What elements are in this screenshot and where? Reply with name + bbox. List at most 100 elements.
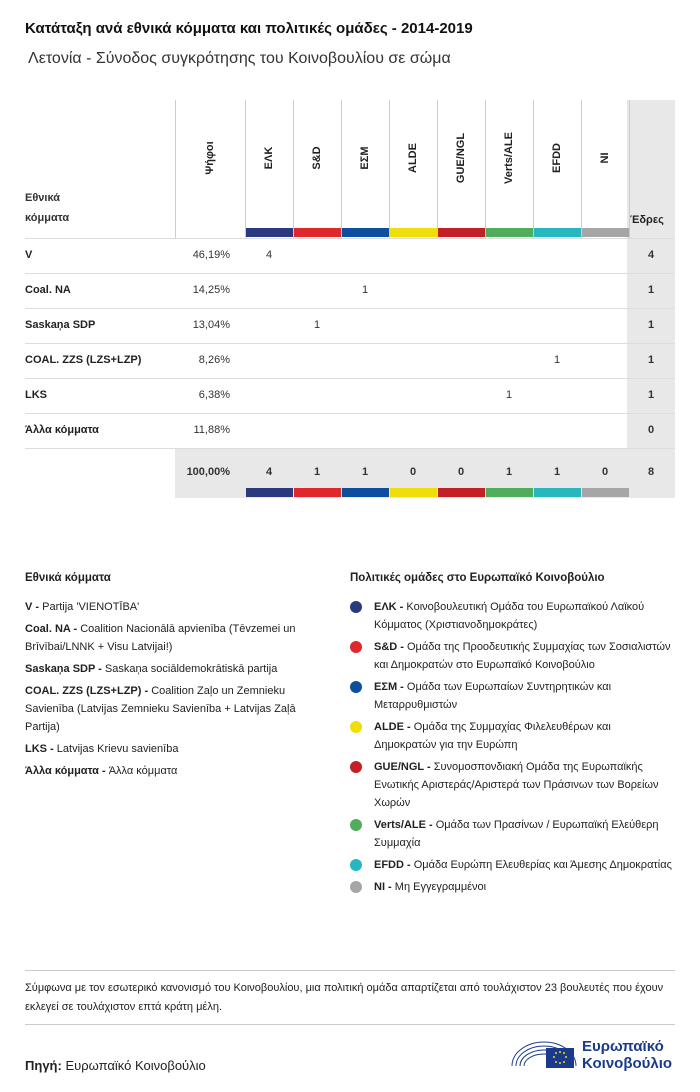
source-label: Πηγή: [25,1058,62,1073]
party-name: Coal. NA [25,283,71,296]
group-seat-cell: 1 [505,388,513,401]
row-divider [25,378,675,379]
national-parties-header: Εθνικά κόμματα [25,188,69,228]
group-legend-text: Ομάδα της Συμμαχίας Φιλελευθέρων και Δημ… [374,721,611,751]
votes-value: 13,04% [192,318,230,331]
national-legend-item: Saskaņa SDP - Saskaņa sociāldemokrātiskā… [25,660,330,678]
header-column-divider [341,100,342,238]
group-color-bar [294,228,341,237]
group-color-bar [390,228,437,237]
header-column-divider [389,100,390,238]
group-color-dot-icon [350,859,362,871]
group-legend-item: Verts/ALE - Ομάδα των Πρασίνων / Ευρωπαϊ… [350,816,675,852]
group-seat-cell: 1 [361,466,369,478]
group-legend-item: GUE/NGL - Συνομοσπονδιακή Ομάδα της Ευρω… [350,758,675,812]
group-seat-cell: 1 [313,318,321,331]
seats-value: 1 [647,353,655,366]
group-seat-cell: 4 [265,466,273,478]
group-seat-cell: 0 [457,466,465,478]
national-legend-item: V - Partija 'VIENOTĪBA' [25,598,330,616]
page-title: Κατάταξη ανά εθνικά κόμματα και πολιτικέ… [25,20,473,37]
results-table: Εθνικά κόμματα Ψήφοι ΕΛΚ S&D ΕΣΜ ALDE GUE/NGL… [25,100,675,500]
votes-value: 46,19% [192,248,230,261]
national-legend-item: Άλλα κόμματα - Άλλα κόμματα [25,762,330,780]
group-legend-abbr: ALDE - [374,721,414,733]
group-color-bar-bottom [390,488,437,497]
national-legend-item: LKS - Latvijas Krievu savienība [25,740,330,758]
group-header-6: Verts/ALE [503,132,515,184]
group-legend-item: ΕΣΜ - Ομάδα των Ευρωπαίων Συντηρητικών κ… [350,678,675,714]
footnote-divider-top [25,970,675,971]
seats-value: 1 [647,318,655,331]
row-divider [25,273,675,274]
group-legend-text: Κοινοβουλευτική Ομάδα του Ευρωπαϊκού Λαϊ… [374,601,645,631]
national-legend-text: Latvijas Krievu savienība [56,743,179,755]
group-seat-cell: 0 [601,466,609,478]
party-name: Saskaņa SDP [25,318,96,331]
votes-value: 100,00% [186,466,230,478]
group-color-bar-bottom [486,488,533,497]
header-column-divider [581,100,582,238]
group-color-dot-icon [350,819,362,831]
national-parties-header-line2: κόμματα [25,212,70,224]
party-name: Άλλα κόμματα [25,423,99,436]
header-column-divider [293,100,294,238]
national-legend-item: Coal. NA - Coalition Nacionālā apvienība… [25,620,330,656]
group-legend-item: NI - Μη Εγγεγραμμένοι [350,878,675,896]
national-parties-header-line1: Εθνικά [25,192,60,204]
group-color-bar [246,228,293,237]
group-seat-cell: 1 [505,466,513,478]
national-legend-text: Saskaņa sociāldemokrātiskā partija [104,663,278,675]
group-color-bar-bottom [246,488,293,497]
seats-header: Έδρες [630,214,664,226]
ep-logo-line2: Κοινοβούλιο [582,1055,673,1072]
footnote-divider-bottom [25,1024,675,1025]
ep-logo-text: Ευρωπαϊκό Κοινοβούλιο [582,1038,672,1072]
group-header-8: NI [599,152,611,164]
national-legend-heading: Εθνικά κόμματα [25,572,111,584]
row-divider [25,448,675,449]
header-column-divider [437,100,438,238]
header-column-divider [245,100,246,238]
group-seat-cell: 1 [553,353,561,366]
group-color-bar-bottom [342,488,389,497]
group-legend-text: Ομάδα των Πρασίνων / Ευρωπαϊκή Ελεύθερη … [374,819,659,849]
group-color-bar [486,228,533,237]
national-legend: V - Partija 'VIENOTĪBA' Coal. NA - Coalit… [25,598,330,784]
group-legend-abbr: Verts/ALE - [374,819,436,831]
group-legend-abbr: ΕΛΚ - [374,601,407,613]
group-legend-text: Συνομοσπονδιακή Ομάδα της Ευρωπαϊκής Ενω… [374,761,659,809]
group-color-bar [582,228,629,237]
national-legend-text: Άλλα κόμματα [108,765,178,777]
group-seat-cell: 1 [553,466,561,478]
national-legend-abbr: Coal. NA - [25,623,81,635]
source: Πηγή: Ευρωπαϊκό Κοινοβούλιο [25,1058,206,1073]
group-color-bar-bottom [294,488,341,497]
row-divider [25,413,675,414]
header-column-divider [533,100,534,238]
group-color-bar-bottom [438,488,485,497]
group-seat-cell: 1 [313,466,321,478]
ep-logo-line1: Ευρωπαϊκό [582,1038,664,1055]
party-name: V [25,248,33,261]
group-legend-text: Ομάδα των Ευρωπαίων Συντηρητικών και Μετ… [374,681,612,711]
votes-value: 11,88% [193,423,231,436]
group-legend-item: S&D - Ομάδα της Προοδευτικής Συμμαχίας τ… [350,638,675,674]
group-legend-abbr: EFDD - [374,859,414,871]
votes-value: 6,38% [198,388,230,401]
header-column-divider [629,100,630,238]
group-color-bar [438,228,485,237]
ep-hemicycle-icon [511,1041,577,1068]
group-color-bar [534,228,581,237]
seats-value: 0 [647,423,655,436]
group-legend-abbr: S&D - [374,641,407,653]
votes-value: 8,26% [198,353,230,366]
national-legend-text: Coalition Nacionālā apvienība (Tēvzemei … [25,623,296,653]
groups-legend-heading: Πολιτικές ομάδες στο Ευρωπαϊκό Κοινοβούλ… [350,572,605,584]
national-legend-text: Partija 'VIENOTĪBA' [42,601,140,613]
page-subtitle: Λετονία - Σύνοδος συγκρότησης του Κοινοβ… [28,50,451,67]
group-legend-abbr: NI - [374,881,395,893]
header-column-divider [175,100,176,238]
national-legend-abbr: Άλλα κόμματα - [25,765,109,777]
group-legend-text: Ομάδα της Προοδευτικής Συμμαχίας των Σοσ… [374,641,671,671]
